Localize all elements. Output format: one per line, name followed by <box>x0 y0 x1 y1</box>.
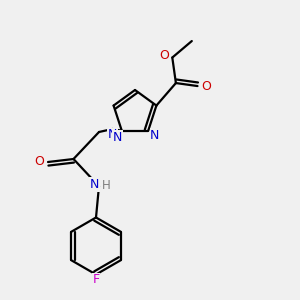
Text: N: N <box>90 178 99 191</box>
Text: N: N <box>108 128 117 142</box>
Text: O: O <box>159 49 169 62</box>
Text: H: H <box>102 179 111 192</box>
Text: N: N <box>150 129 160 142</box>
Text: O: O <box>34 155 44 169</box>
Text: F: F <box>92 273 100 286</box>
Text: N: N <box>112 131 122 144</box>
Text: O: O <box>202 80 212 92</box>
